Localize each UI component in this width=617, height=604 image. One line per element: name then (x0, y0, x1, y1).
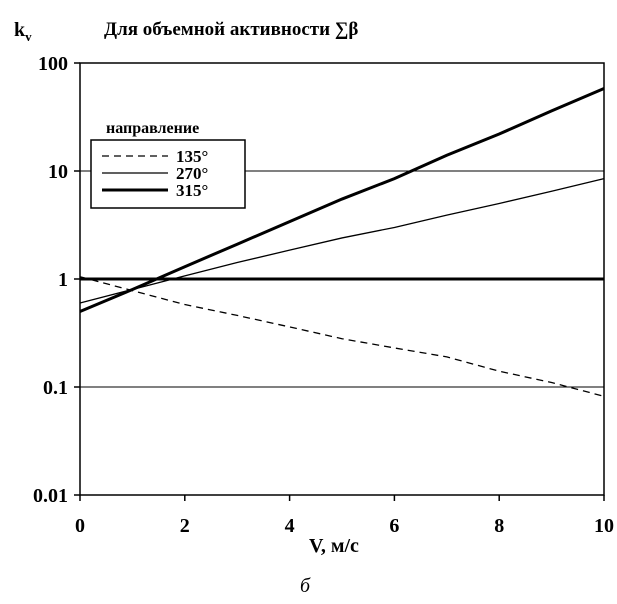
legend-title: направление (106, 120, 199, 137)
legend-label: 135° (176, 147, 208, 166)
x-tick-label: 10 (594, 515, 614, 537)
figure-caption: б (300, 575, 311, 597)
x-axis-label: V, м/с (309, 535, 359, 557)
y-axis-label-main: k (14, 19, 26, 41)
series-line-2 (79, 87, 605, 313)
y-tick-label: 1 (58, 269, 68, 291)
tick-layer: 0.01 0.1 1 10 100 0 2 4 6 8 10 (33, 53, 614, 537)
x-tick-label: 0 (75, 515, 85, 537)
legend: направление 135°270°315° (90, 120, 246, 209)
y-tick-label: 100 (38, 53, 68, 75)
legend-label: 315° (176, 181, 208, 200)
y-tick-label: 0.1 (43, 377, 68, 399)
y-tick-label: 0.01 (33, 485, 68, 507)
series-layer (79, 87, 605, 397)
y-axis-label-sub: v (25, 29, 32, 44)
x-tick-label: 2 (180, 515, 190, 537)
series-line-0 (79, 276, 605, 397)
chart-title: Для объемной активности ∑β (104, 19, 358, 40)
series-line-1 (79, 177, 605, 304)
y-tick-label: 10 (48, 161, 68, 183)
legend-label: 270° (176, 164, 208, 183)
legend-items: 135°270°315° (102, 147, 208, 200)
x-tick-label: 4 (285, 515, 295, 537)
x-tick-label: 6 (389, 515, 399, 537)
x-tick-label: 8 (494, 515, 504, 537)
y-axis-label: kv (14, 19, 32, 44)
legend-box (90, 139, 246, 209)
